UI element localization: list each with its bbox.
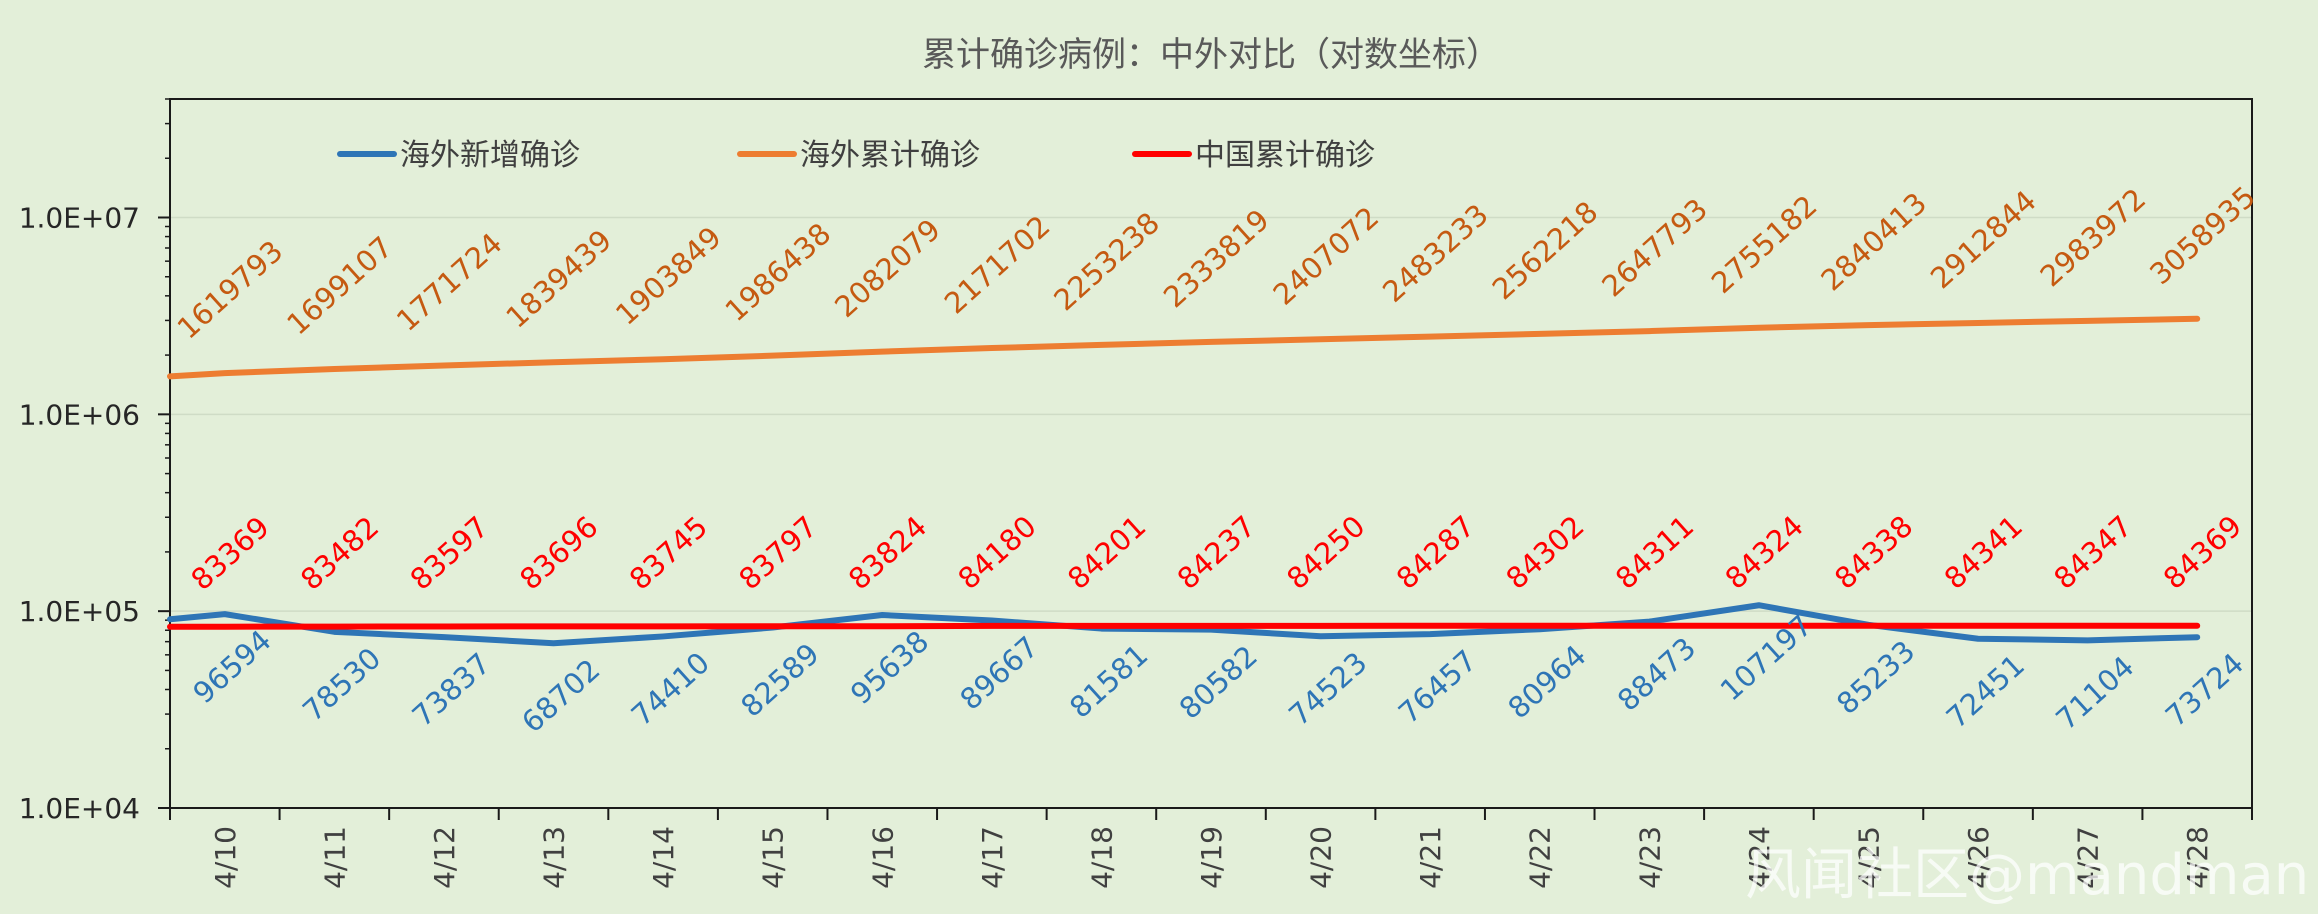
y-tick-label: 1.0E+05 [19, 595, 140, 628]
data-label: 96594 [186, 623, 277, 710]
x-tick-label: 4/13 [538, 826, 571, 889]
x-tick-label: 4/15 [757, 826, 790, 889]
legend-label: 中国累计确诊 [1195, 138, 1375, 173]
data-label: 84347 [2047, 509, 2138, 596]
x-tick-label: 4/14 [647, 826, 680, 889]
x-tick-label: 4/18 [1085, 826, 1118, 889]
x-tick-label: 4/21 [1414, 826, 1447, 889]
watermark-text: 风闻社区@mandman [1745, 843, 2310, 908]
data-label: 3058935 [2143, 179, 2262, 291]
x-tick-label: 4/26 [1962, 826, 1995, 889]
data-label: 84250 [1280, 509, 1371, 596]
data-label: 1986438 [719, 216, 838, 328]
data-label: 84201 [1061, 509, 1152, 596]
legend-label: 海外累计确诊 [800, 138, 980, 173]
data-label: 84237 [1171, 509, 1262, 596]
x-tick-label: 4/16 [866, 826, 899, 889]
series-line [167, 622, 2201, 630]
data-label: 83824 [842, 509, 933, 596]
y-tick-label: 1.0E+04 [19, 792, 140, 825]
data-label: 1903849 [609, 220, 728, 332]
data-label: 84338 [1828, 509, 1919, 596]
x-tick-label: 4/28 [2181, 826, 2214, 889]
data-label: 84302 [1499, 509, 1590, 596]
data-label: 88473 [1611, 631, 1702, 718]
data-label: 2755182 [1705, 188, 1824, 300]
data-label: 73837 [406, 646, 497, 733]
data-label: 2171702 [938, 209, 1057, 321]
data-label: 95638 [844, 624, 935, 711]
data-label: 80582 [1173, 639, 1264, 726]
data-label: 2562218 [1486, 195, 1605, 307]
plot-area-border [169, 98, 2253, 809]
data-label: 2082079 [828, 212, 947, 324]
data-label: 83597 [404, 510, 495, 597]
chart-title: 累计确诊病例：中外对比（对数坐标） [922, 35, 1500, 75]
data-label: 74523 [1282, 645, 1373, 732]
data-label: 68702 [515, 652, 606, 739]
data-label: 73724 [2159, 646, 2250, 733]
data-label: 2647793 [1595, 192, 1714, 304]
data-label: 1771724 [390, 226, 509, 338]
data-label: 2840413 [1814, 186, 1933, 298]
legend-label: 海外新增确诊 [400, 138, 580, 173]
data-label: 83745 [623, 509, 714, 596]
data-label: 1699107 [280, 230, 399, 342]
data-label: 2483233 [1376, 197, 1495, 309]
data-label: 2333819 [1157, 203, 1276, 315]
data-label: 80964 [1501, 638, 1592, 725]
data-label: 72451 [1940, 648, 2031, 735]
data-label: 83369 [184, 510, 275, 597]
data-label: 78530 [296, 641, 387, 728]
data-label: 84369 [2157, 509, 2248, 596]
data-label: 89667 [953, 630, 1044, 717]
series-line [167, 315, 2201, 380]
data-label: 84324 [1719, 509, 1810, 596]
data-label: 1839439 [499, 223, 618, 335]
x-tick-label: 4/22 [1524, 826, 1557, 889]
y-tick-label: 1.0E+07 [19, 202, 140, 235]
data-label: 71104 [2049, 649, 2140, 736]
data-label: 74410 [625, 646, 716, 733]
data-label: 1619793 [171, 234, 290, 346]
data-label: 2912844 [1924, 184, 2043, 296]
data-label: 82589 [734, 637, 825, 724]
data-label: 83482 [294, 510, 385, 597]
data-label: 2253238 [1047, 206, 1166, 318]
x-tick-label: 4/17 [976, 826, 1009, 889]
x-tick-label: 4/10 [209, 826, 242, 889]
y-tick-label: 1.0E+06 [19, 398, 140, 431]
data-label: 83797 [732, 509, 823, 596]
data-label: 84311 [1609, 509, 1700, 596]
data-label: 81581 [1063, 638, 1154, 725]
data-label: 76457 [1392, 643, 1483, 730]
data-label: 85233 [1830, 634, 1921, 721]
x-tick-label: 4/24 [1743, 826, 1776, 889]
x-tick-label: 4/19 [1195, 826, 1228, 889]
data-label: 2983972 [2034, 182, 2153, 294]
data-label: 83696 [513, 509, 604, 596]
data-label: 84341 [1938, 509, 2029, 596]
data-label: 2407072 [1267, 200, 1386, 312]
data-label: 84287 [1390, 509, 1481, 596]
x-tick-label: 4/23 [1633, 826, 1666, 889]
x-tick-label: 4/27 [2072, 826, 2105, 889]
x-tick-label: 4/20 [1305, 826, 1338, 889]
series-line [167, 602, 2201, 647]
data-label: 84180 [951, 509, 1042, 596]
x-tick-label: 4/25 [1852, 826, 1885, 889]
x-tick-label: 4/12 [428, 826, 461, 889]
x-tick-label: 4/11 [318, 826, 351, 889]
